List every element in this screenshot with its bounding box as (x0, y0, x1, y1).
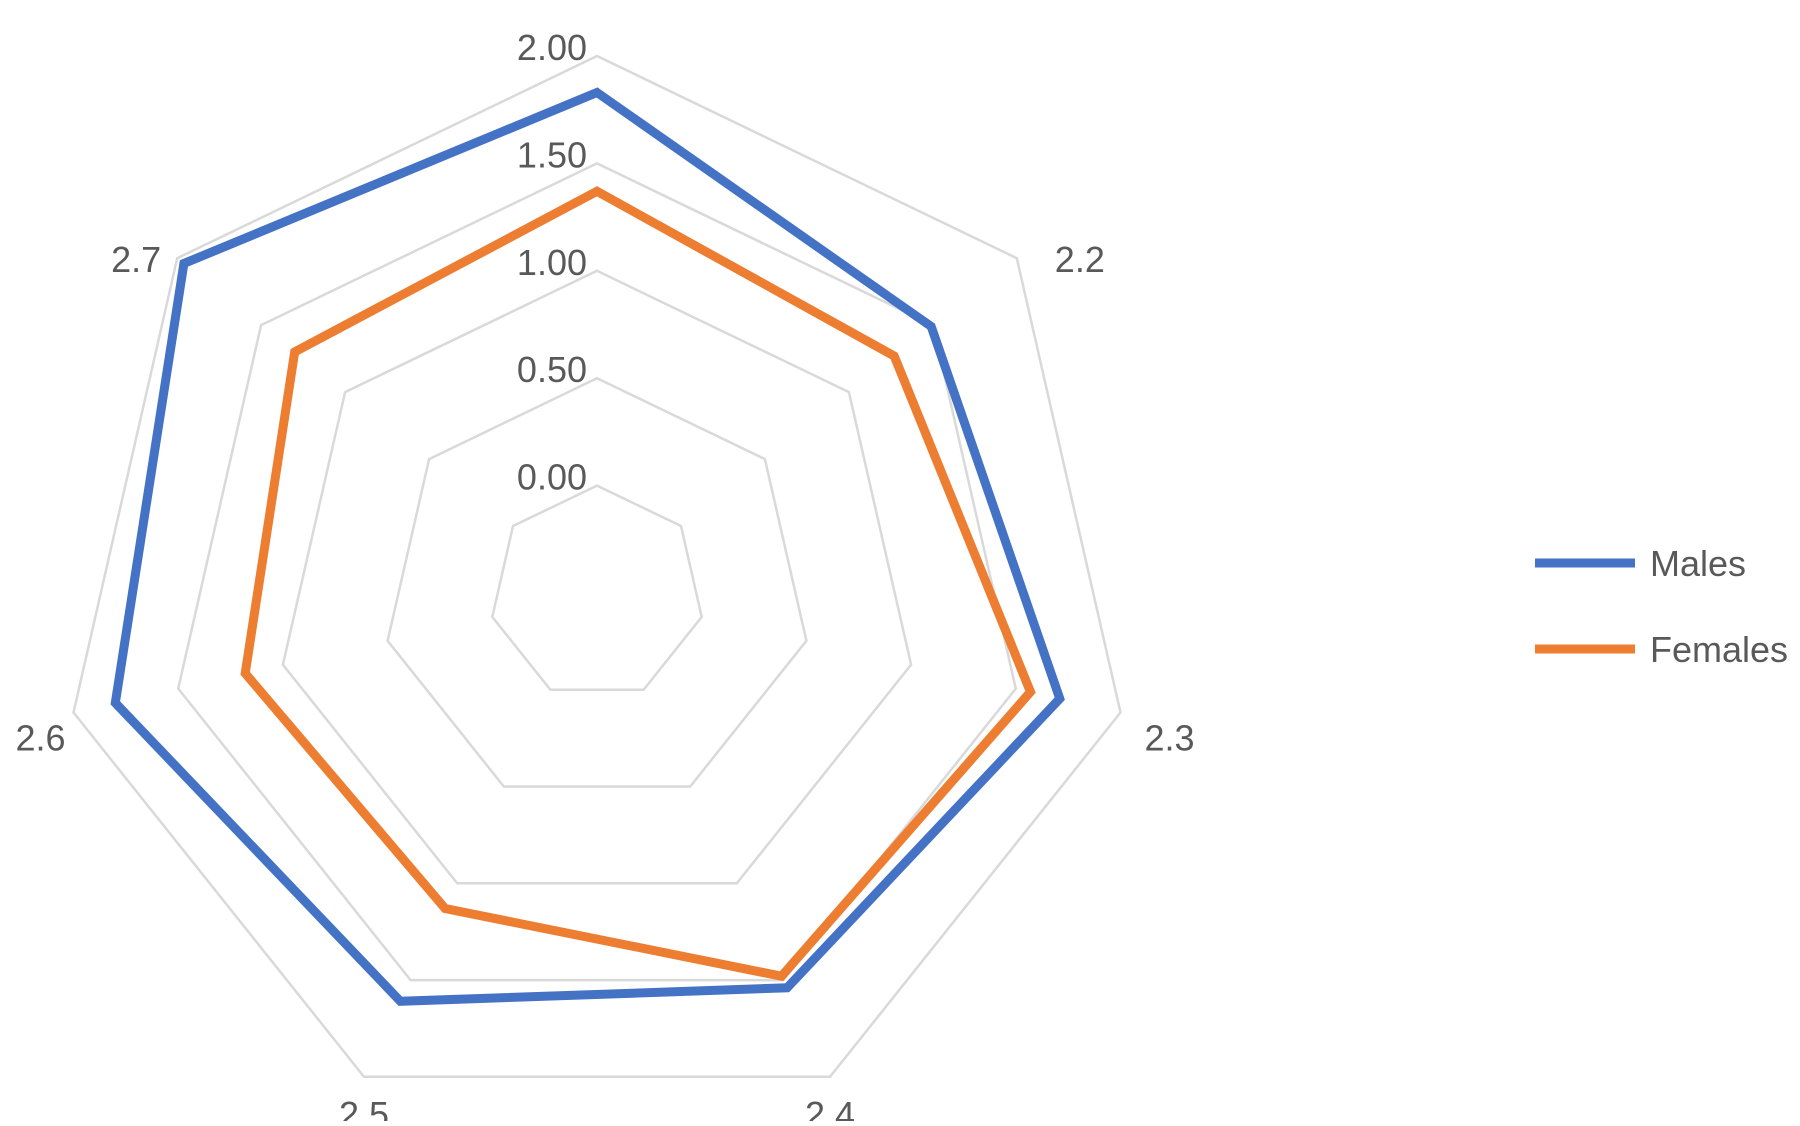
category-label: 2.4 (805, 1094, 855, 1121)
legend: Males Females (1535, 543, 1788, 670)
legend-label-males: Males (1650, 543, 1746, 584)
category-label: 2.6 (15, 718, 65, 759)
category-label: 2.5 (339, 1094, 389, 1121)
series-layer (110, 87, 1065, 1006)
series-line-males (110, 87, 1065, 1006)
legend-label-females: Females (1650, 629, 1788, 670)
grid-layer (72, 54, 1122, 1079)
category-label: 2.2 (1055, 239, 1105, 280)
grid-ring (72, 54, 1122, 1079)
category-label: 2.3 (1145, 718, 1195, 759)
grid-ring (490, 484, 704, 692)
r-tick-label: 0.00 (517, 457, 587, 498)
category-label: 2.7 (111, 239, 161, 280)
r-tick-label: 0.50 (517, 349, 587, 390)
grid-ring (281, 269, 913, 885)
grid-ring (176, 162, 1018, 982)
r-tick-label: 2.00 (517, 27, 587, 68)
grid-ring (386, 376, 808, 788)
tick-label-layer: 0.00 0.50 1.00 1.50 2.00 (517, 27, 587, 498)
r-tick-label: 1.00 (517, 242, 587, 283)
r-tick-label: 1.50 (517, 134, 587, 175)
series-line-females (240, 186, 1036, 982)
category-label: 2.1 (572, 0, 622, 2)
